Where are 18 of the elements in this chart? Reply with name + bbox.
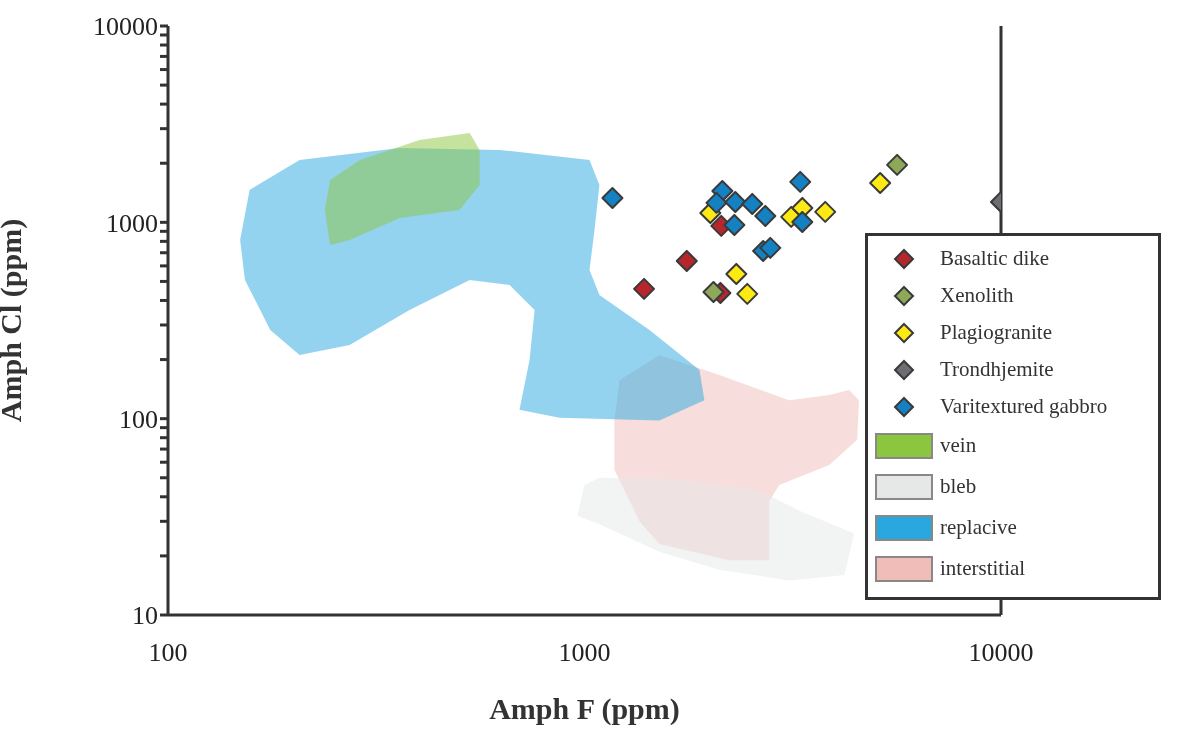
y-tick-label: 10 [132,601,158,631]
y-tick-label: 100 [119,404,158,434]
x-tick-label: 10000 [968,638,1034,668]
x-tick-label: 100 [148,638,188,668]
legend-label: interstitial [940,556,1026,581]
legend-label: Varitextured gabbro [940,394,1108,419]
legend-label: bleb [940,474,977,499]
y-tick-label: 10000 [93,12,158,42]
legend-label: Basaltic dike [940,246,1050,271]
x-tick-label: 1000 [558,638,611,668]
legend-label: replacive [940,515,1017,540]
legend-label: Trondhjemite [940,357,1054,382]
legend-label: Plagiogranite [940,320,1052,345]
x-axis-title: Amph F (ppm) [489,692,680,726]
y-tick-label: 1000 [106,208,158,238]
legend-label: vein [940,433,977,458]
legend-label: Xenolith [940,283,1014,308]
y-axis-title: Amph Cl (ppm) [0,218,28,423]
